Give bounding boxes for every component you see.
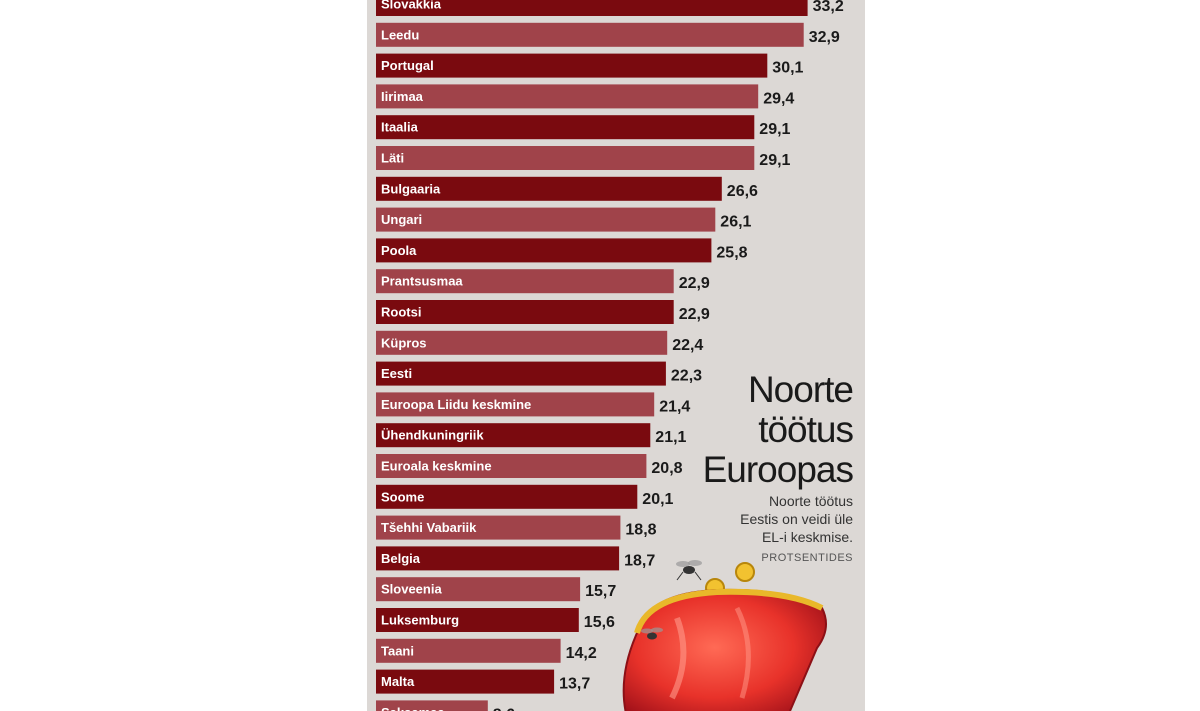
- bar: [376, 577, 581, 602]
- bar: [376, 176, 722, 201]
- category-label: Saksamaa: [381, 705, 445, 711]
- bar: [376, 700, 488, 711]
- title-line: Euroopas: [702, 449, 854, 490]
- chart-panel: Slovakkia 33,2 Leedu 32,9 Portugal 30,1 Iirima…: [367, 0, 865, 711]
- title-line: Noorte: [747, 369, 854, 410]
- subtitle-line: Eestis on veidi üle: [740, 511, 853, 527]
- bar: [376, 269, 674, 294]
- category-label: Poola: [381, 243, 417, 258]
- value-label: 33,2: [813, 0, 844, 15]
- value-label: 13,7: [559, 676, 590, 693]
- value-label: 18,7: [624, 552, 655, 569]
- fly-icon: [641, 627, 663, 640]
- bar: [376, 638, 561, 663]
- category-label: Ungari: [381, 212, 422, 227]
- category-label: Sloveenia: [381, 582, 442, 597]
- category-label: Leedu: [381, 27, 419, 42]
- category-label: Bulgaaria: [381, 181, 441, 196]
- value-label: 14,2: [566, 645, 597, 662]
- bar: [376, 515, 621, 540]
- bar: [376, 115, 755, 140]
- category-label: Ühendkuningriik: [381, 428, 484, 443]
- category-label: Tšehhi Vabariik: [381, 520, 477, 535]
- value-label: 22,9: [679, 275, 710, 292]
- value-label: 32,9: [809, 29, 840, 46]
- value-label: 25,8: [716, 244, 747, 261]
- bar: [376, 330, 668, 355]
- value-label: 26,1: [720, 214, 751, 231]
- bar: [376, 546, 620, 571]
- bar: [376, 146, 755, 170]
- value-label: 20,8: [651, 460, 682, 477]
- bar: [376, 361, 666, 386]
- value-label: 22,3: [671, 368, 702, 385]
- bar: [376, 423, 651, 448]
- coin-purse-illustration: [622, 560, 827, 711]
- category-label: Itaalia: [381, 120, 419, 135]
- value-label: 26,6: [727, 183, 758, 200]
- category-label: Läti: [381, 151, 404, 166]
- bar: [376, 392, 655, 417]
- bar: [376, 300, 674, 324]
- bar: [376, 53, 768, 78]
- bar: [376, 0, 808, 16]
- subtitle-line: EL-i keskmise.: [761, 529, 853, 545]
- category-label: Iirimaa: [381, 89, 424, 104]
- fly-icon: [676, 560, 702, 581]
- category-label: Taani: [381, 643, 414, 658]
- bar: [376, 22, 804, 47]
- category-label: Soome: [381, 489, 424, 504]
- value-label: 21,1: [655, 429, 686, 446]
- category-label: Portugal: [381, 58, 434, 73]
- subtitle-line: Noorte töötus: [768, 493, 853, 509]
- unit-label: PROTSENTIDES: [761, 552, 853, 564]
- value-label: 29,4: [763, 90, 794, 107]
- bar: [376, 669, 555, 694]
- category-label: Rootsi: [381, 305, 421, 320]
- category-label: Slovakkia: [381, 0, 442, 12]
- bar: [376, 454, 647, 478]
- value-label: 20,1: [642, 491, 673, 508]
- bar: [376, 238, 712, 263]
- value-label: 8,6: [493, 706, 515, 711]
- category-label: Prantsusmaa: [381, 274, 463, 289]
- value-label: 30,1: [772, 60, 803, 77]
- category-label: Luksemburg: [381, 613, 459, 628]
- category-label: Eesti: [381, 366, 412, 381]
- value-label: 22,9: [679, 306, 710, 323]
- category-label: Euroala keskmine: [381, 459, 492, 474]
- bar: [376, 207, 716, 232]
- value-label: 15,7: [585, 583, 616, 600]
- category-label: Küpros: [381, 335, 427, 350]
- bar-chart: Slovakkia 33,2 Leedu 32,9 Portugal 30,1 Iirima…: [376, 0, 844, 711]
- bar: [376, 484, 638, 509]
- category-label: Malta: [381, 674, 415, 689]
- title-line: töötus: [758, 409, 854, 450]
- value-label: 29,1: [759, 152, 790, 169]
- chart-subtitle: Noorte töötus Eestis on veidi üle EL-i k…: [740, 492, 853, 546]
- category-label: Euroopa Liidu keskmine: [381, 397, 531, 412]
- chart-title: Noorte töötus Euroopas: [702, 369, 854, 490]
- bar: [376, 84, 759, 109]
- value-label: 15,6: [584, 614, 615, 631]
- value-label: 21,4: [659, 398, 690, 415]
- value-label: 29,1: [759, 121, 790, 138]
- bar: [376, 608, 579, 632]
- category-label: Belgia: [381, 551, 421, 566]
- value-label: 18,8: [625, 522, 656, 539]
- value-label: 22,4: [672, 337, 703, 354]
